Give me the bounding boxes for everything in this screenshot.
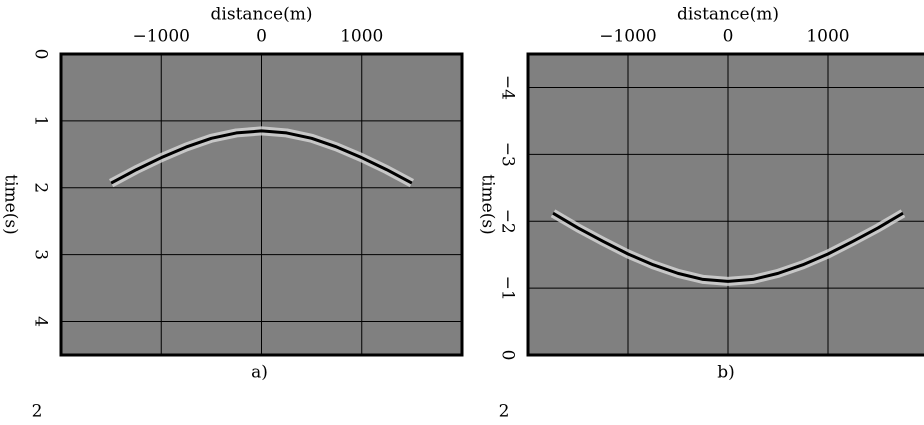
x-tick-label: 1000 bbox=[340, 27, 383, 47]
y-axis-label: time(s) bbox=[1, 174, 21, 234]
plot-frame bbox=[526, 52, 924, 357]
annotation: 2 bbox=[32, 402, 43, 422]
y-tick-label: 0 bbox=[498, 350, 518, 361]
x-tick-label: 1000 bbox=[806, 27, 849, 47]
y-tick-label: 1 bbox=[31, 115, 51, 126]
y-tick-label: −1 bbox=[498, 276, 518, 301]
y-tick-label: 2 bbox=[31, 182, 51, 193]
x-tick-label: −1000 bbox=[599, 27, 657, 47]
y-tick-label: −4 bbox=[498, 75, 518, 100]
plot-background bbox=[528, 54, 924, 355]
caption: b) bbox=[717, 363, 735, 383]
x-tick-label: 0 bbox=[723, 27, 734, 47]
annotation: 2 bbox=[499, 402, 510, 422]
y-tick-label: −2 bbox=[498, 209, 518, 234]
x-axis-label: distance(m) bbox=[677, 5, 779, 25]
y-tick-label: 0 bbox=[31, 49, 51, 60]
y-axis-label: time(s) bbox=[478, 174, 498, 234]
x-tick-label: 0 bbox=[256, 27, 267, 47]
event bbox=[110, 129, 413, 185]
y-tick-label: 4 bbox=[31, 316, 51, 327]
y-tick-label: 3 bbox=[30, 249, 50, 260]
event bbox=[552, 211, 904, 283]
y-tick-label: −3 bbox=[498, 142, 518, 167]
x-axis-label: distance(m) bbox=[211, 5, 313, 25]
plot-frame bbox=[59, 52, 464, 357]
x-tick-label: −1000 bbox=[132, 27, 190, 47]
caption: a) bbox=[251, 363, 268, 383]
